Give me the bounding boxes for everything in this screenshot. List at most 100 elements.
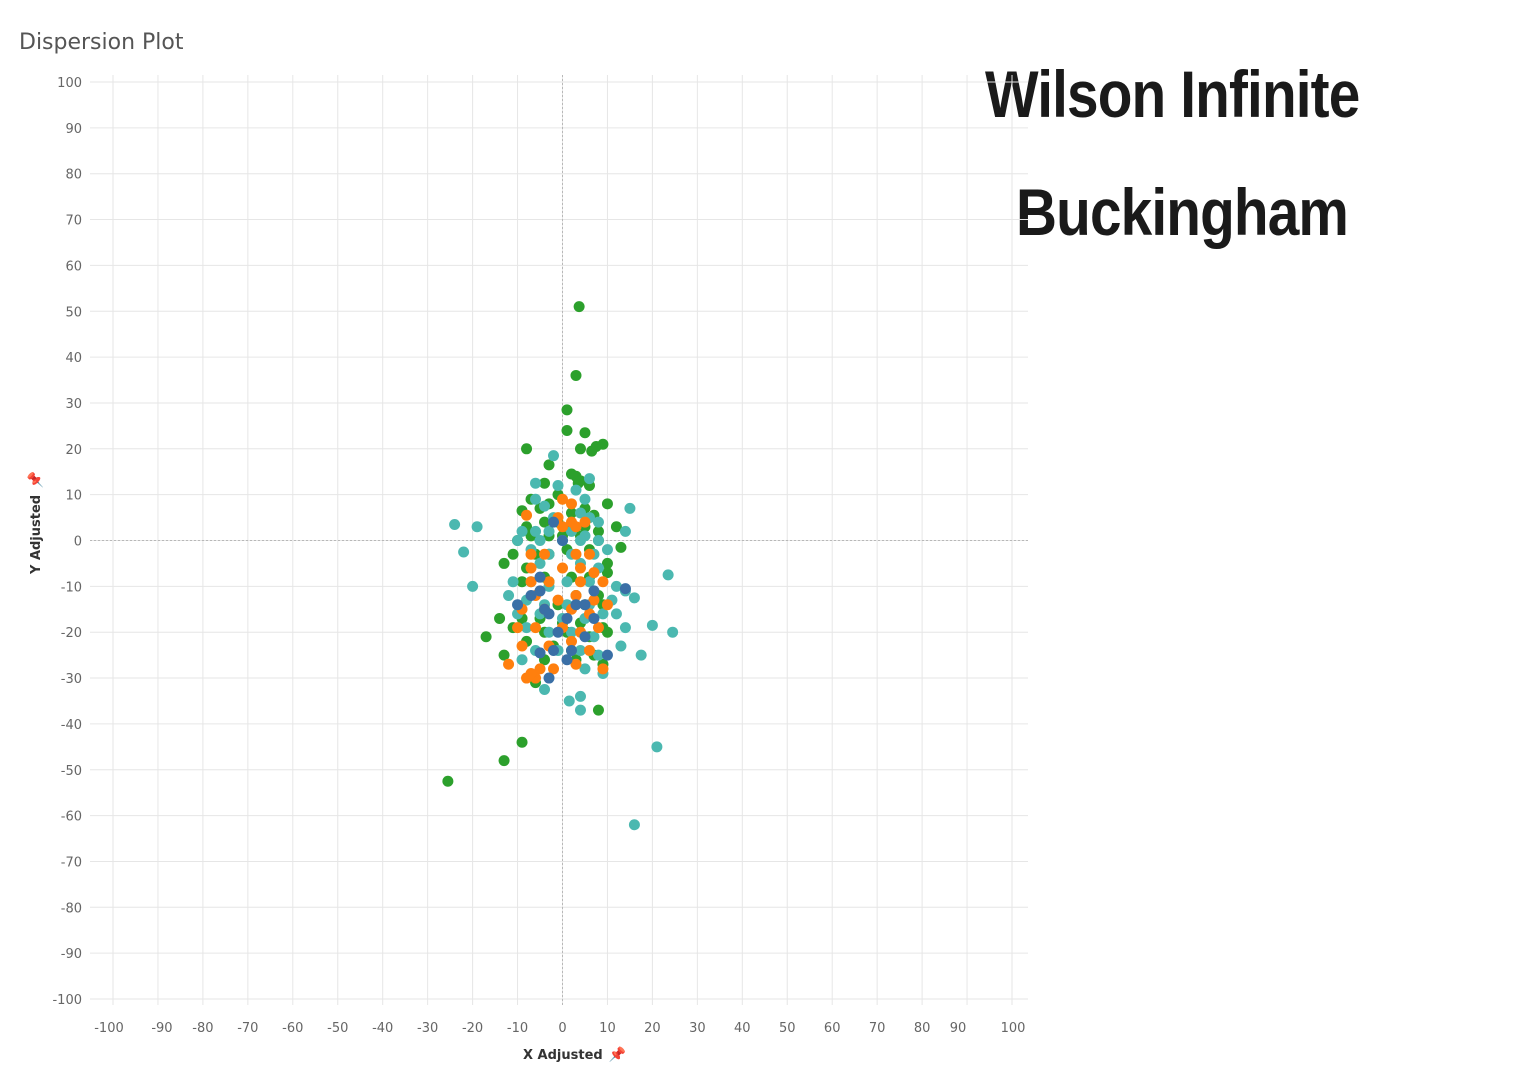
scatter-point[interactable] [543,459,555,471]
scatter-point[interactable] [503,658,515,670]
scatter-point[interactable] [552,594,564,606]
scatter-point[interactable] [534,557,546,569]
scatter-point[interactable] [601,649,613,661]
scatter-point[interactable] [574,475,586,487]
scatter-point[interactable] [574,443,586,455]
scatter-point[interactable] [548,645,560,657]
scatter-point[interactable] [525,667,537,679]
scatter-point[interactable] [601,557,613,569]
scatter-point[interactable] [579,631,591,643]
scatter-point[interactable] [597,663,609,675]
scatter-point[interactable] [624,502,636,514]
scatter-point[interactable] [548,663,560,675]
scatter-point[interactable] [601,567,613,579]
scatter-point[interactable] [583,576,595,588]
scatter-point[interactable] [588,594,600,606]
scatter-point[interactable] [579,516,591,528]
scatter-point[interactable] [574,562,586,574]
scatter-point[interactable] [570,599,582,611]
scatter-point[interactable] [539,548,551,560]
scatter-point[interactable] [615,640,627,652]
scatter-point[interactable] [574,645,586,657]
scatter-point[interactable] [543,672,555,684]
scatter-point[interactable] [574,576,586,588]
scatter-point[interactable] [512,622,524,634]
scatter-point[interactable] [530,525,542,537]
scatter-point[interactable] [507,576,519,588]
scatter-point[interactable] [579,427,591,439]
scatter-point[interactable] [583,473,595,485]
scatter-point[interactable] [579,599,591,611]
scatter-point[interactable] [458,546,470,558]
scatter-point[interactable] [534,571,546,583]
scatter-point[interactable] [570,521,582,533]
scatter-point[interactable] [557,521,568,533]
scatter-point[interactable] [565,645,577,657]
scatter-point[interactable] [543,608,555,620]
scatter-point[interactable] [565,507,577,519]
scatter-point[interactable] [467,580,479,592]
scatter-point[interactable] [512,599,524,611]
scatter-point[interactable] [534,585,546,597]
scatter-point[interactable] [512,535,524,546]
scatter-point[interactable] [592,516,604,528]
scatter-point[interactable] [525,576,537,588]
scatter-point[interactable] [557,535,568,546]
scatter-point[interactable] [516,525,528,537]
scatter-point[interactable] [592,704,604,716]
scatter-point[interactable] [597,608,609,620]
scatter-point[interactable] [667,626,679,638]
scatter-point[interactable] [539,516,551,528]
scatter-point[interactable] [530,622,542,634]
scatter-point[interactable] [651,741,663,753]
scatter-point[interactable] [557,493,568,505]
scatter-point[interactable] [597,438,609,450]
scatter-point[interactable] [574,690,586,702]
scatter-point[interactable] [628,592,640,604]
scatter-point[interactable] [574,507,586,519]
scatter-point[interactable] [597,576,609,588]
scatter-point[interactable] [635,649,647,661]
scatter-point[interactable] [525,548,537,560]
scatter-point[interactable] [579,493,591,505]
scatter-point[interactable] [530,477,542,489]
scatter-point[interactable] [534,663,546,675]
scatter-point[interactable] [539,500,551,512]
scatter-point[interactable] [601,498,613,510]
scatter-point[interactable] [516,576,528,588]
scatter-point[interactable] [574,535,586,546]
scatter-point[interactable] [539,684,551,696]
scatter-point[interactable] [588,585,600,597]
scatter-point[interactable] [619,583,631,595]
scatter-point[interactable] [530,493,542,505]
scatter-point[interactable] [442,775,454,787]
scatter-point[interactable] [498,649,510,661]
scatter-point[interactable] [610,608,622,620]
scatter-point[interactable] [516,736,528,748]
scatter-point[interactable] [521,443,533,455]
scatter-point[interactable] [662,569,674,581]
scatter-point[interactable] [619,622,631,634]
scatter-point[interactable] [570,548,582,560]
scatter-point[interactable] [557,562,568,574]
scatter-point[interactable] [588,567,600,579]
scatter-point[interactable] [601,544,613,556]
scatter-point[interactable] [588,612,600,624]
scatter-point[interactable] [563,695,575,707]
scatter-point[interactable] [610,521,622,533]
scatter-point[interactable] [601,626,613,638]
scatter-point[interactable] [583,645,595,657]
pin-icon[interactable]: 📌 [28,471,44,489]
scatter-point[interactable] [534,535,546,546]
scatter-point[interactable] [534,647,546,659]
scatter-point[interactable] [592,649,604,661]
scatter-point[interactable] [552,626,564,638]
scatter-point[interactable] [471,521,483,533]
scatter-point[interactable] [498,755,510,767]
scatter-point[interactable] [552,479,564,491]
scatter-point[interactable] [570,369,582,381]
scatter-point[interactable] [449,518,461,530]
scatter-point[interactable] [619,525,631,537]
scatter-point[interactable] [573,301,585,313]
